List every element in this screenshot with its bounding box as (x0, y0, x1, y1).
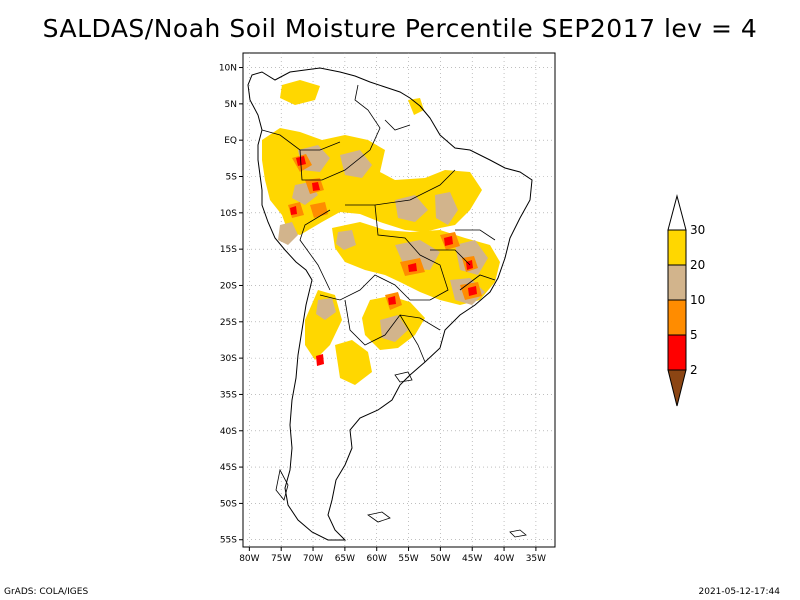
colorbar-band-5-10 (667, 299, 687, 336)
colorbar-bottom-arrow (667, 369, 687, 407)
lat-tick-label: 30S (220, 354, 237, 364)
lat-tick-label: 35S (220, 390, 237, 400)
lon-tick-label: 70W (303, 554, 323, 564)
lat-tick-label: 15S (220, 245, 237, 255)
lat-tick-label: 50S (220, 499, 237, 509)
lon-tick-label: 55W (398, 554, 418, 564)
colorbar-label-30: 30 (690, 223, 705, 237)
shade-20-30-guiana (408, 98, 424, 115)
lat-tick-label: EQ (224, 136, 237, 146)
lat-tick-label: 40S (220, 427, 237, 437)
lon-tick-label: 50W (430, 554, 450, 564)
map-title: SALDAS/Noah Soil Moisture Percentile SEP… (42, 14, 758, 43)
lon-tick-label: 80W (239, 554, 259, 564)
shade-20-30-north (280, 80, 320, 105)
lat-tick-label: 5N (225, 100, 237, 110)
colorbar: 30 20 10 5 2 (667, 194, 705, 407)
lon-tick-label: 65W (335, 554, 355, 564)
lon-tick-label: 40W (494, 554, 514, 564)
lat-tick-label: 25S (220, 318, 237, 328)
colorbar-band-2-5 (667, 334, 687, 371)
lat-tick-label: 45S (220, 463, 237, 473)
lon-tick-label: 60W (367, 554, 387, 564)
lon-tick-label: 45W (462, 554, 482, 564)
shade-20-30-argentina (335, 340, 372, 385)
colorbar-label-20: 20 (690, 258, 705, 272)
lon-tick-label: 75W (271, 554, 291, 564)
coast-islands (275, 371, 527, 538)
lat-tick-label: 10N (219, 64, 237, 74)
lat-tick-label: 20S (220, 281, 237, 291)
colorbar-band-20-30 (667, 229, 687, 266)
colorbar-label-2: 2 (690, 363, 698, 377)
footer-credit: GrADS: COLA/IGES (4, 587, 89, 597)
colorbar-band-10-20 (667, 264, 687, 301)
footer-timestamp: 2021-05-12-17:44 (698, 587, 781, 597)
percentile-shading (262, 80, 500, 385)
lat-tick-label: 10S (220, 209, 237, 219)
colorbar-top-arrow (667, 194, 687, 231)
colorbar-label-10: 10 (690, 293, 705, 307)
latitude-axis: 10N 5N EQ 5S 10S 15S 20S 25S 30S 35S 40S 45S 50S 55S (219, 64, 243, 546)
country-borders (261, 84, 496, 363)
colorbar-label-5: 5 (690, 328, 698, 342)
lat-tick-label: 5S (226, 173, 238, 183)
lon-tick-label: 35W (526, 554, 546, 564)
lat-tick-label: 55S (220, 536, 237, 546)
longitude-axis: 80W 75W 70W 65W 60W 55W 50W 45W 40W 35W (239, 547, 546, 564)
